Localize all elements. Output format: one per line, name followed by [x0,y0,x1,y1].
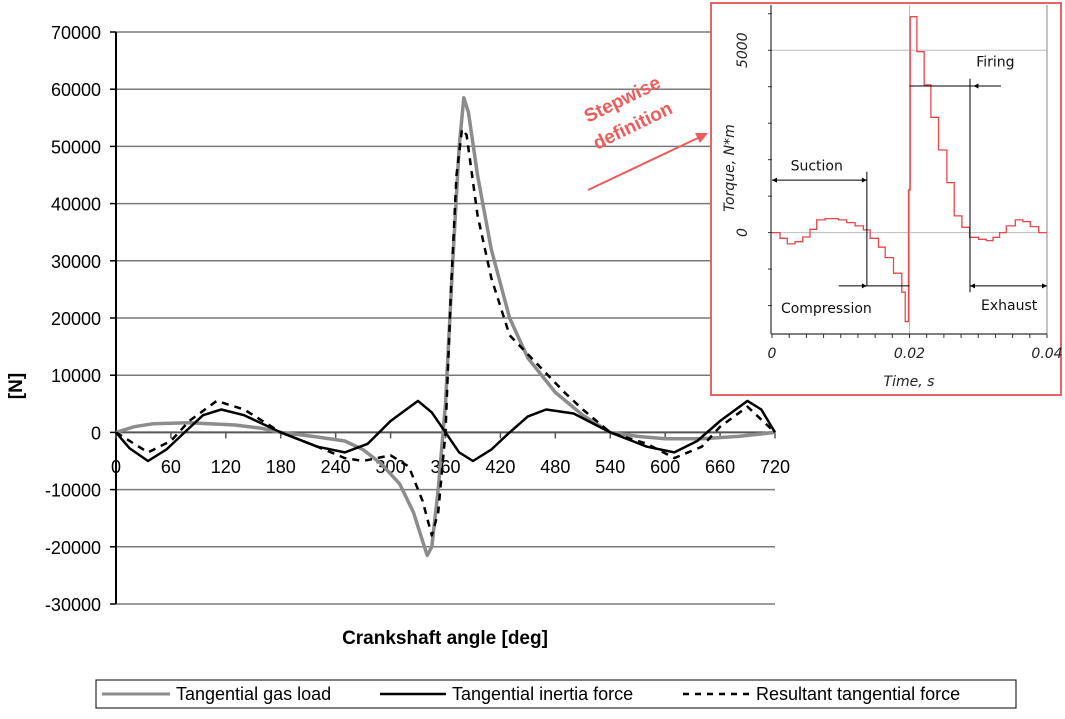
inset-x-axis-label: Time, s [884,374,935,390]
phase-label-suction: Suction [791,159,843,175]
arrow-right-icon [1042,283,1047,289]
phase-label-compression: Compression [781,301,872,317]
legend-label-gas-load: Tangential gas load [176,684,331,704]
x-tick-label: 540 [595,457,625,477]
arrow-head-icon [695,133,708,143]
x-tick-labels: 0 60 120 180 240 300 360 420 480 540 600 660 720 [111,457,790,477]
x-tick-label: 60 [161,457,181,477]
inset-x-tick-label: 0 [768,346,777,362]
y-tick-label: 50000 [51,137,101,157]
stepwise-annotation: Stepwise definition [581,73,708,191]
legend-label-resultant: Resultant tangential force [756,684,960,704]
x-tick-label: 480 [540,457,570,477]
y-axis-label: [N] [6,373,27,399]
y-tick-label: 20000 [51,309,101,329]
y-tick-label: -10000 [45,481,101,501]
x-tick-label: 660 [705,457,735,477]
series-line-tangential-gas-load [115,96,776,558]
phase-label-exhaust: Exhaust [981,298,1038,314]
series-line-resultant-tangential-force [115,127,776,537]
y-tick-label: 40000 [51,195,101,215]
x-tick-label: 0 [111,457,121,477]
y-tick-labels: 70000 60000 50000 40000 30000 20000 10000 0 -100… [45,23,101,615]
phase-label-firing: Firing [976,55,1014,71]
x-tick-label: 360 [430,457,460,477]
main-series [115,96,777,558]
y-tick-label: 70000 [51,23,101,43]
x-tick-label: 180 [266,457,296,477]
legend-label-inertia: Tangential inertia force [452,684,633,704]
inset-chart: Suction Compression Firing Exhaust 0 5000 0 0.… [710,2,1063,396]
inset-gridlines [768,5,1048,338]
arrow-right-icon [861,177,867,183]
inset-torque-step-line [772,16,1047,323]
y-tick-label: -30000 [45,595,101,615]
x-tick-label: 600 [650,457,680,477]
main-gridlines [110,31,776,605]
inset-tick-labels: 0 5000 0 0.02 0.04 [735,32,1063,362]
y-tick-label: 0 [91,423,101,443]
inset-x-tick-label: 0.04 [1031,346,1062,362]
x-tick-label: 240 [321,457,351,477]
inset-y-tick-label: 0 [735,228,751,237]
inset-x-tick-label: 0.02 [894,346,925,362]
y-tick-label: 60000 [51,80,101,100]
x-tick-label: 720 [760,457,790,477]
arrow-left-icon [973,83,979,89]
x-tick-label: 300 [376,457,406,477]
x-tick-label: 120 [211,457,241,477]
arrow-left-icon [772,177,777,183]
annotation-arrow [587,136,701,191]
y-tick-label: 10000 [51,366,101,386]
x-tick-label: 420 [485,457,515,477]
arrow-right-icon [861,283,867,289]
inset-y-tick-label: 5000 [735,32,751,68]
arrow-left-icon [970,283,975,289]
x-axis-label: Crankshaft angle [deg] [342,628,548,649]
inset-series [772,16,1047,323]
y-tick-label: 30000 [51,252,101,272]
legend: Tangential gas load Tangential inertia f… [95,679,1017,709]
inset-y-axis-label: Torque, N*m [722,124,738,212]
inset-phase-markers: Suction Compression Firing Exhaust [772,55,1047,317]
y-tick-label: -20000 [45,538,101,558]
